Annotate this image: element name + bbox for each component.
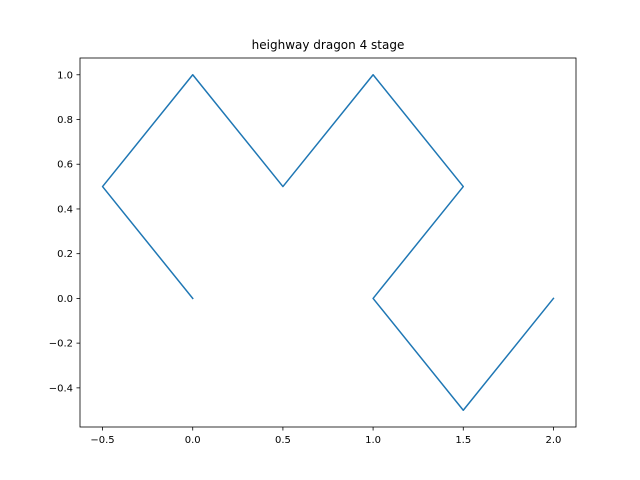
plot-area xyxy=(101,74,555,411)
y-tick-label: 0.8 xyxy=(57,115,73,126)
chart-title: heighway dragon 4 stage xyxy=(252,38,405,52)
x-tick-label: 1.5 xyxy=(455,435,471,446)
axes: −0.5 0.0 0.5 1.0 1.5 2.0 −0.4 −0.2 0.0 0.2 0.4 0.6 0… xyxy=(49,57,577,446)
y-tick-label: −0.4 xyxy=(49,383,73,394)
y-tick-label: 0.2 xyxy=(57,249,73,260)
x-tick-label: 0.0 xyxy=(185,435,201,446)
series-line-0 xyxy=(101,74,555,411)
x-tick-label: 2.0 xyxy=(546,435,562,446)
axes-frame xyxy=(79,57,577,428)
y-tick-label: 0.6 xyxy=(57,160,73,171)
y-tick-label: −0.2 xyxy=(49,339,73,350)
y-tick-label: 1.0 xyxy=(57,70,73,81)
y-tick-label: 0.4 xyxy=(57,204,73,215)
x-tick-label: −0.5 xyxy=(90,435,114,446)
y-tick-label: 0.0 xyxy=(57,294,73,305)
x-tick-label: 1.0 xyxy=(365,435,381,446)
x-tick-label: 0.5 xyxy=(275,435,291,446)
